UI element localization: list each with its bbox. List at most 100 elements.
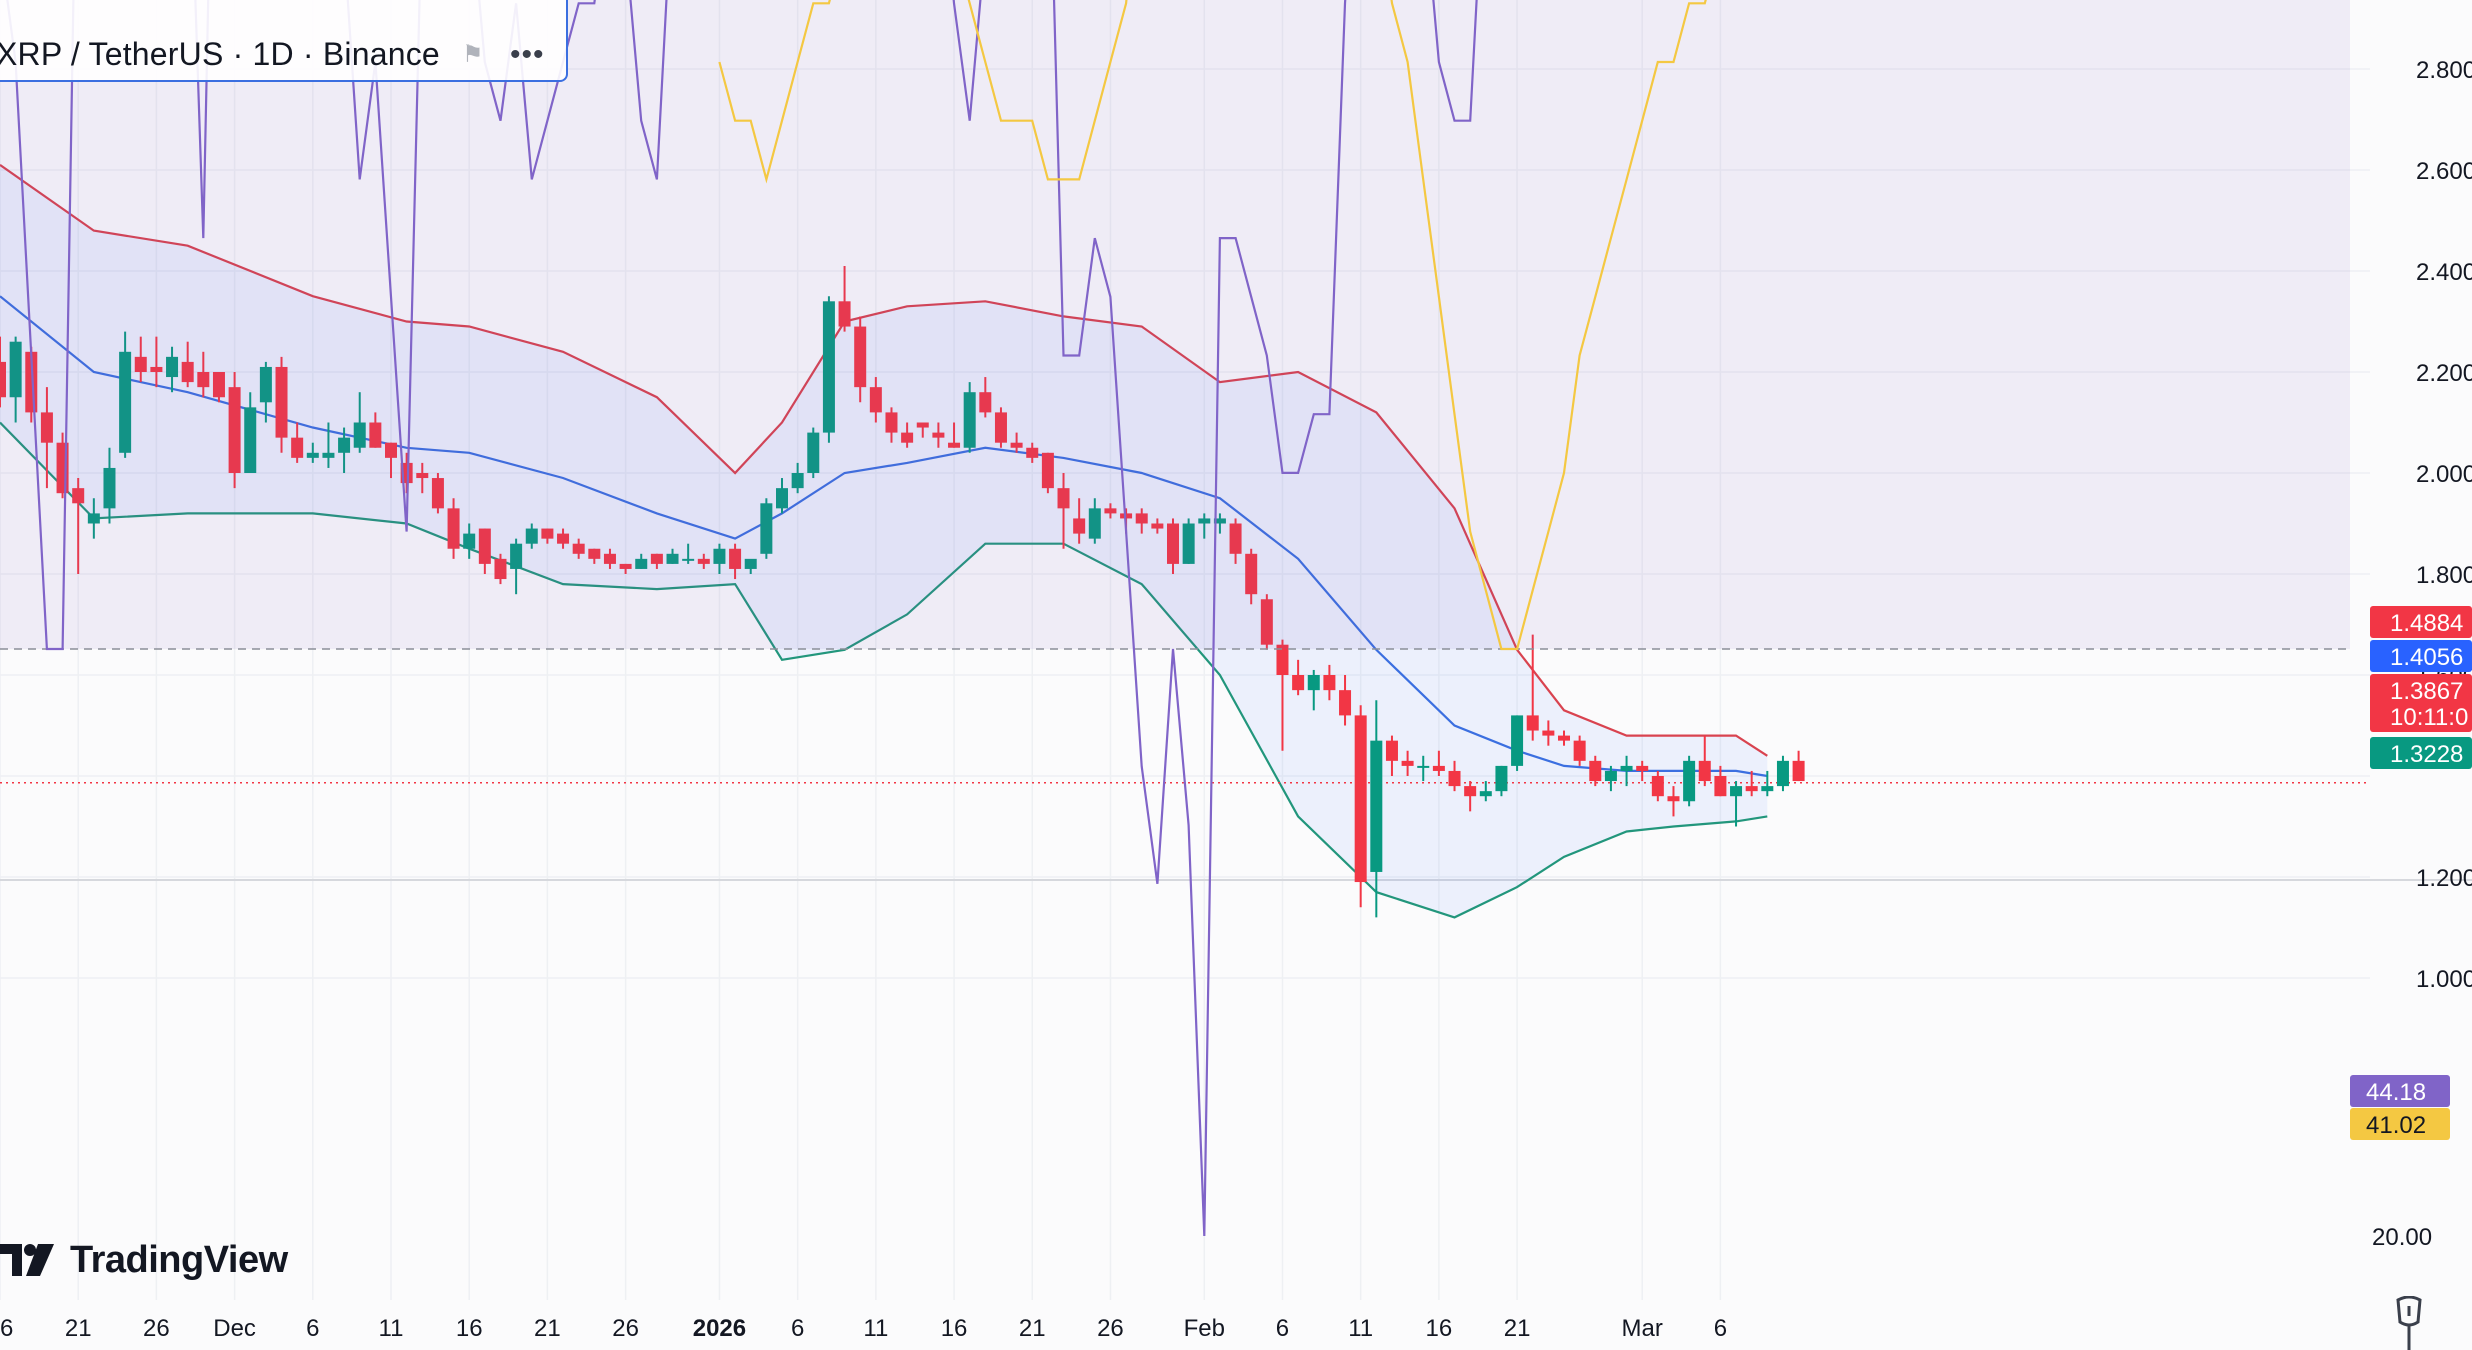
more-horizontal-icon[interactable]: ••• bbox=[510, 38, 545, 71]
flag-icon[interactable]: ⚑ bbox=[462, 41, 484, 68]
candle-body bbox=[682, 558, 695, 561]
candle-body bbox=[901, 432, 914, 443]
price-axis-tick: 1.2000 bbox=[2416, 865, 2472, 892]
go-to-date-icon[interactable] bbox=[2392, 1296, 2426, 1350]
candle-body bbox=[291, 437, 304, 458]
candle-body bbox=[1339, 690, 1352, 716]
candle-body bbox=[385, 442, 397, 458]
price-label-tag bbox=[2370, 674, 2472, 706]
candle-body bbox=[932, 432, 945, 438]
candle-body bbox=[1260, 599, 1273, 645]
candle-body bbox=[1792, 760, 1805, 782]
candle-body bbox=[838, 301, 851, 327]
time-axis-tick: 2026 bbox=[693, 1315, 746, 1342]
candle-body bbox=[1151, 523, 1164, 529]
candle-body bbox=[572, 543, 585, 554]
grid-lines bbox=[0, 0, 2472, 1300]
time-axis-tick: 16 bbox=[1426, 1315, 1453, 1342]
symbol-legend[interactable]: XRP / TetherUS · 1D · Binance ⚑ ••• bbox=[0, 0, 568, 82]
bollinger-fill-area bbox=[0, 164, 1768, 918]
candle-body bbox=[1385, 740, 1398, 761]
candle-body bbox=[1167, 523, 1179, 564]
candle-body bbox=[635, 558, 648, 569]
price-label-tag bbox=[2370, 700, 2472, 732]
price-axis-tick: 1.8000 bbox=[2416, 562, 2472, 589]
candle-body bbox=[854, 326, 867, 388]
candle-body bbox=[197, 372, 210, 388]
candle-body bbox=[666, 553, 679, 564]
candle-body bbox=[463, 533, 476, 549]
candle-body bbox=[525, 528, 538, 544]
candle-body bbox=[1620, 765, 1633, 771]
candle-body bbox=[1636, 765, 1649, 771]
rsi-lines[interactable] bbox=[0, 0, 1783, 1237]
symbol-title[interactable]: XRP / TetherUS · 1D · Binance bbox=[0, 36, 440, 72]
rsi-band-fill bbox=[0, 0, 2350, 649]
candle-body bbox=[1057, 488, 1070, 509]
candle-body bbox=[1698, 760, 1711, 782]
candle-body bbox=[1573, 740, 1586, 761]
candle-body bbox=[994, 412, 1007, 443]
time-axis-tick: 21 bbox=[1504, 1315, 1531, 1342]
candle-body bbox=[1026, 447, 1039, 458]
candle-body bbox=[9, 341, 22, 398]
candle-body bbox=[1479, 791, 1492, 797]
rsi-label-text: 41.02 bbox=[2366, 1112, 2426, 1139]
time-axis-tick: 21 bbox=[534, 1315, 561, 1342]
price-label-tag bbox=[2370, 640, 2472, 672]
candle-body bbox=[948, 442, 961, 448]
candle-body bbox=[1229, 523, 1242, 554]
time-axis-tick: 26 bbox=[143, 1315, 170, 1342]
candle-body bbox=[603, 553, 616, 564]
candle-body bbox=[212, 372, 225, 398]
candle-body bbox=[1245, 553, 1258, 595]
candle-body bbox=[1104, 508, 1117, 514]
candle-body bbox=[744, 558, 757, 569]
candle-body bbox=[1417, 765, 1430, 768]
time-axis-tick: 16 bbox=[456, 1315, 483, 1342]
candle-body bbox=[494, 558, 507, 580]
candle-body bbox=[338, 437, 351, 453]
candle-body bbox=[1010, 442, 1023, 448]
candle-body bbox=[1401, 760, 1414, 766]
candle-body bbox=[416, 473, 429, 479]
bollinger-band-fill bbox=[0, 164, 1768, 918]
candle-body bbox=[650, 553, 663, 564]
price-label-text: 10:11:0 bbox=[2390, 704, 2468, 731]
candle-body bbox=[588, 548, 601, 559]
candle-body bbox=[447, 508, 460, 549]
time-axis-tick: 6 bbox=[1276, 1315, 1289, 1342]
candle-body bbox=[541, 528, 554, 539]
candle-body bbox=[1292, 675, 1305, 691]
candle-body bbox=[963, 392, 976, 448]
candlestick-series[interactable] bbox=[0, 265, 1805, 918]
candle-body bbox=[713, 548, 726, 564]
candle-body bbox=[510, 543, 523, 569]
candle-body bbox=[244, 407, 257, 473]
price-label-tag bbox=[2370, 606, 2472, 638]
candle-body bbox=[791, 473, 804, 489]
candle-body bbox=[1745, 786, 1758, 792]
candle-body bbox=[181, 361, 194, 383]
candle-body bbox=[885, 412, 898, 433]
candle-body bbox=[822, 301, 835, 433]
candle-body bbox=[119, 351, 132, 453]
candle-body bbox=[1073, 518, 1086, 534]
candle-body bbox=[228, 387, 241, 473]
candle-body bbox=[1041, 452, 1054, 489]
candle-body bbox=[1651, 776, 1664, 797]
rsi-label-text: 44.18 bbox=[2366, 1079, 2426, 1106]
time-axis-tick: 26 bbox=[612, 1315, 639, 1342]
rsi-label-tag bbox=[2350, 1108, 2450, 1140]
time-axis-tick: Dec bbox=[213, 1315, 256, 1342]
candle-body bbox=[1526, 715, 1539, 731]
price-axis-tick: 2.6000 bbox=[2416, 158, 2472, 185]
tradingview-brand: TradingView bbox=[0, 1236, 288, 1284]
candle-body bbox=[1213, 518, 1226, 524]
candle-body bbox=[1604, 770, 1617, 782]
candle-body bbox=[1198, 518, 1211, 524]
candle-body bbox=[150, 366, 163, 372]
bollinger-basis-line bbox=[0, 295, 1768, 778]
